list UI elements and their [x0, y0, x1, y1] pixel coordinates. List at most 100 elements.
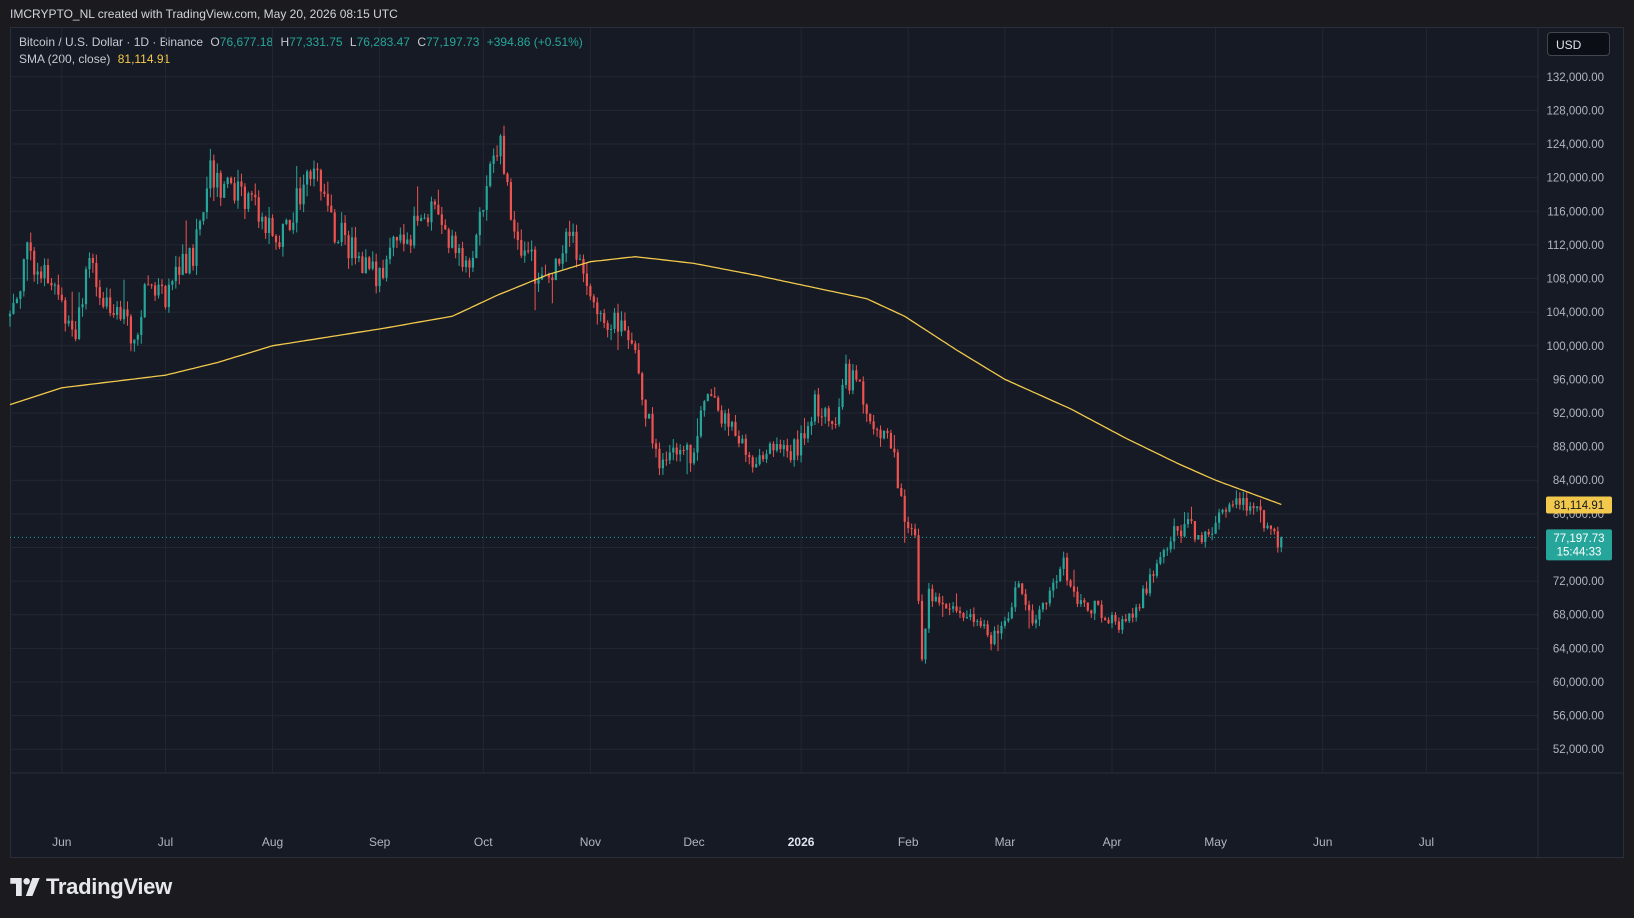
x-tick-label: Nov — [580, 835, 601, 849]
candle-body — [658, 448, 661, 469]
x-tick-label: Feb — [898, 835, 919, 849]
y-tick-label: 88,000.00 — [1553, 442, 1604, 454]
candle-body — [609, 328, 613, 330]
candle-body — [841, 384, 844, 407]
candle-body — [29, 242, 32, 251]
x-tick-label: Jun — [52, 835, 71, 849]
candle-body — [589, 286, 592, 297]
candle-body — [993, 630, 996, 645]
symbol-title[interactable]: Bitcoin / U.S. Dollar · 1D · Binance — [19, 35, 204, 49]
candle-body — [46, 265, 50, 283]
candle-body — [699, 410, 703, 437]
candle-body — [413, 215, 416, 246]
candle-body — [710, 394, 713, 396]
candle-body — [350, 237, 354, 259]
y-tick-label: 128,000.00 — [1546, 105, 1604, 117]
candle-body — [1045, 603, 1048, 605]
candle-body — [1079, 600, 1083, 604]
candle-body — [575, 231, 578, 260]
y-tick-label: 64,000.00 — [1553, 643, 1604, 655]
candle-body — [143, 284, 146, 318]
candle-body — [15, 298, 19, 303]
candle-body — [437, 204, 440, 215]
chart-frame[interactable]: Bitcoin / U.S. Dollar · 1D · Binance O76… — [10, 27, 1624, 858]
candle-body — [917, 535, 920, 601]
candle-body — [554, 258, 557, 281]
candle-body — [174, 266, 177, 282]
high-key: H — [280, 35, 290, 49]
sma-line — [9, 256, 1282, 506]
candle-body — [803, 433, 806, 439]
candle-body — [1266, 525, 1269, 529]
y-tick-label: 92,000.00 — [1553, 408, 1604, 420]
candle-body — [858, 379, 861, 382]
candle-body — [844, 363, 848, 385]
candle-body — [1007, 618, 1010, 621]
candle-body — [537, 279, 540, 284]
y-tick-label: 132,000.00 — [1546, 72, 1604, 84]
candle-body — [1262, 510, 1266, 529]
candle-body — [1252, 506, 1255, 509]
candle-body — [489, 163, 492, 187]
candle-body — [219, 172, 222, 198]
candle-body — [60, 294, 63, 301]
candle-body — [57, 284, 60, 295]
candle-body — [1083, 600, 1086, 603]
candle-body — [889, 432, 893, 449]
candle-body — [102, 297, 105, 307]
candle-body — [1221, 509, 1224, 513]
candle-body — [1052, 582, 1055, 591]
x-tick-label: May — [1204, 835, 1227, 849]
candle-body — [1093, 600, 1096, 614]
candle-body — [157, 284, 160, 296]
candle-body — [827, 408, 830, 422]
candle-body — [786, 445, 789, 452]
candle-body — [392, 236, 395, 248]
countdown-label: 15:44:33 — [1557, 546, 1602, 558]
candle-body — [651, 413, 654, 444]
candle-body — [257, 197, 260, 222]
candle-body — [140, 317, 143, 336]
candle-body — [1255, 506, 1259, 509]
candle-body — [893, 448, 896, 453]
candle-body — [761, 455, 765, 460]
candle-body — [613, 312, 616, 329]
candle-body — [578, 258, 582, 260]
candle-body — [903, 495, 906, 522]
candle-body — [644, 399, 647, 419]
candles — [8, 125, 1283, 664]
tradingview-logo[interactable]: TradingView — [10, 874, 172, 900]
currency-button[interactable]: USD — [1547, 32, 1610, 56]
candle-body — [195, 229, 198, 266]
sma-label[interactable]: SMA (200, close) — [19, 52, 111, 66]
candle-body — [1003, 620, 1007, 626]
candle-body — [730, 421, 734, 427]
candle-body — [948, 608, 951, 610]
candle-body — [585, 273, 589, 287]
candle-body — [316, 168, 319, 171]
candle-body — [634, 343, 637, 351]
candle-body — [461, 247, 464, 267]
candle-body — [381, 267, 385, 278]
candle-body — [945, 604, 948, 609]
candle-body — [561, 253, 564, 264]
candle-body — [647, 413, 651, 419]
candle-body — [188, 247, 191, 274]
candle-body — [440, 214, 443, 225]
candle-body — [675, 447, 678, 455]
candle-body — [261, 216, 264, 222]
candle-body — [672, 447, 675, 453]
x-tick-label: Aug — [262, 835, 283, 849]
candle-body — [447, 229, 450, 248]
sma-price-tag-label: 81,114.91 — [1554, 500, 1604, 512]
chart-author-watermark: IMCRYPTO_NL created with TradingView.com… — [10, 7, 398, 21]
last-price-tag-label: 77,197.73 — [1553, 533, 1604, 545]
candle-body — [337, 241, 340, 243]
candle-body — [406, 239, 409, 244]
candle-body — [596, 302, 599, 315]
candle-body — [523, 250, 526, 256]
candle-body — [879, 429, 882, 439]
candle-body — [1155, 563, 1159, 576]
candle-body — [271, 217, 274, 236]
